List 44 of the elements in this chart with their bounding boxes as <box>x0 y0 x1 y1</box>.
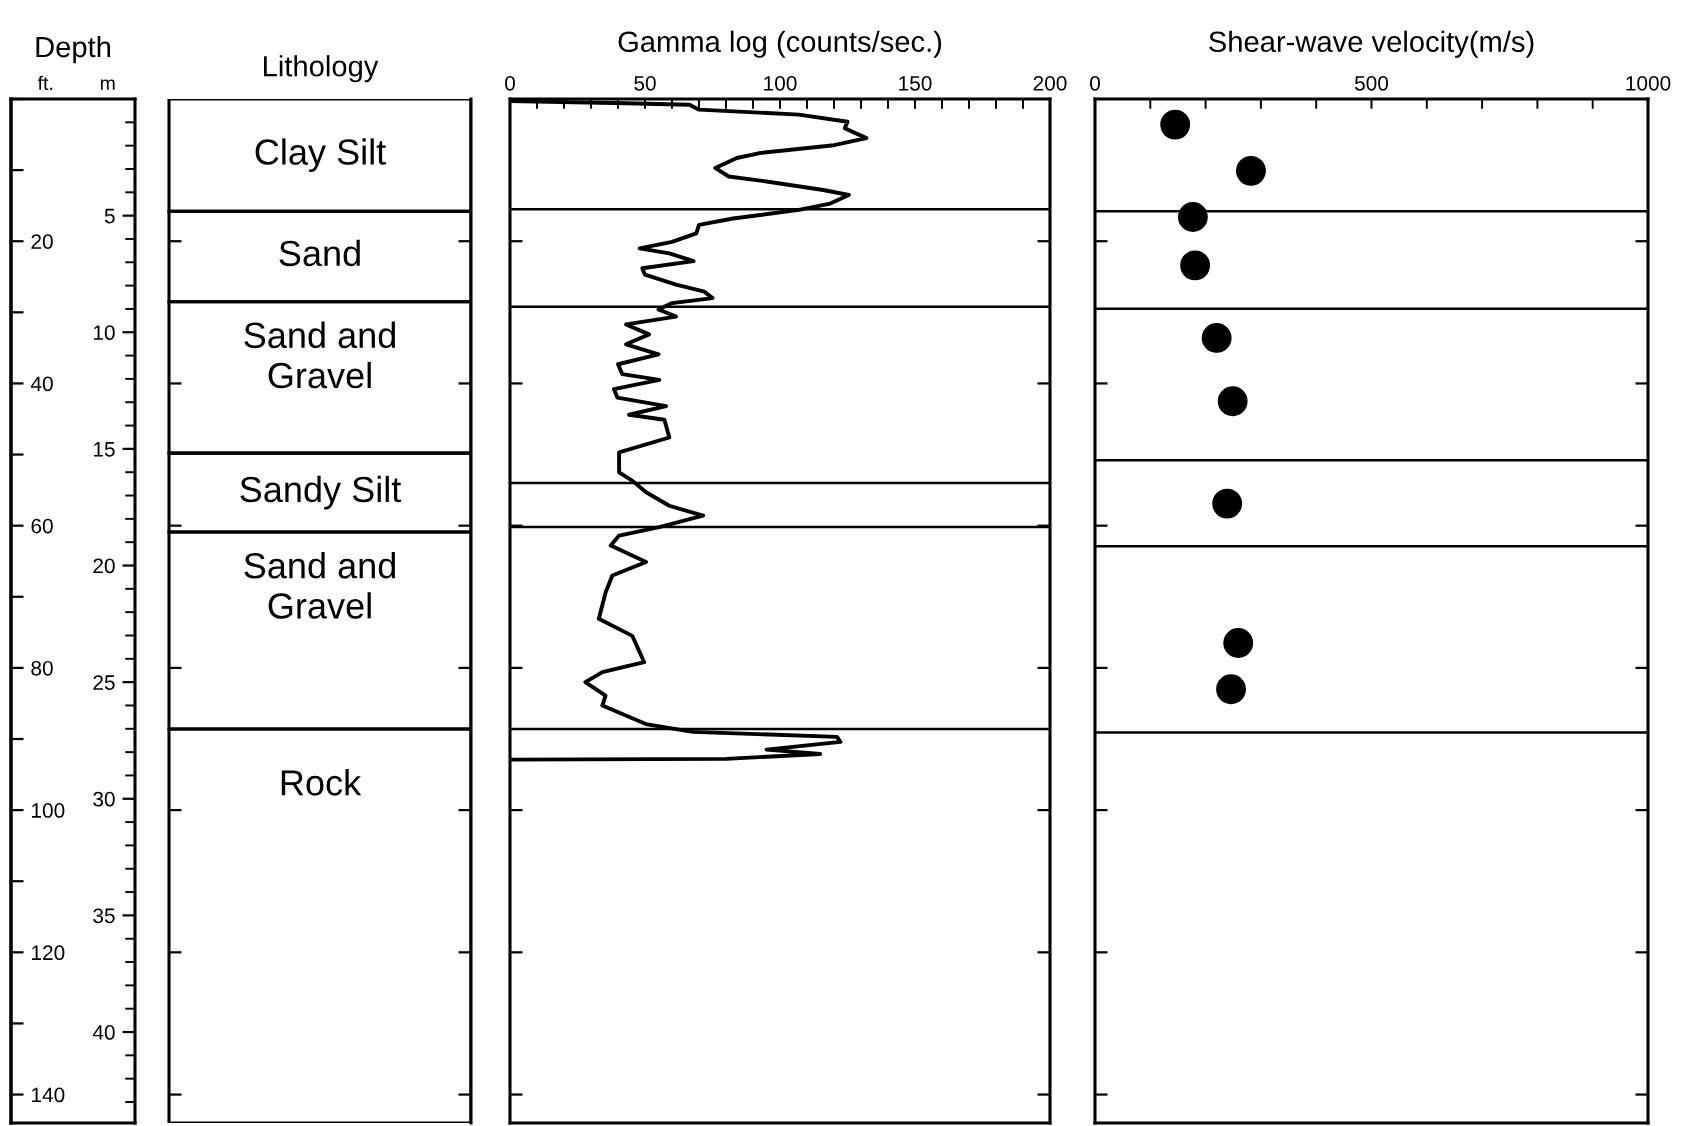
x-tick-label: 200 <box>1033 75 1067 91</box>
y2-axis-title: m <box>100 79 115 90</box>
y-tick-label: 120 <box>32 945 65 961</box>
series-label: Rock <box>281 769 362 796</box>
series-label: Sand and Gravel <box>244 321 395 389</box>
series-label: Clay Silt <box>255 138 386 173</box>
point <box>1217 386 1248 417</box>
y-tick-label: 80 <box>31 660 53 676</box>
point <box>1201 323 1232 353</box>
x-tick-label: 50 <box>634 75 656 91</box>
x-tick-label: Lithology <box>264 55 379 83</box>
y2-tick-label: 35 <box>93 908 115 924</box>
point <box>1177 202 1208 232</box>
point <box>1212 488 1243 519</box>
y2-tick-label: 5 <box>104 208 115 224</box>
series-label: Sand and Gravel <box>244 552 395 619</box>
point <box>1236 155 1266 186</box>
y2-tick-label: 30 <box>93 791 115 807</box>
y-tick-label: 140 <box>32 1087 65 1103</box>
y2-tick-label: 20 <box>93 558 115 574</box>
point <box>1180 250 1211 281</box>
x-tick-label: 500 <box>1354 75 1389 91</box>
chart-title: Shear-wave velocity(m/s) <box>1209 30 1534 58</box>
x-tick-label: 1000 <box>1626 75 1671 91</box>
y-tick-label: 100 <box>32 803 65 818</box>
series-label: Sand <box>279 239 360 267</box>
y-tick-label: 60 <box>31 518 53 534</box>
chart-title: Gamma log (counts/sec.) <box>618 30 942 58</box>
point <box>1216 674 1246 705</box>
x-tick-label: 0 <box>1090 75 1100 91</box>
x-tick-label: 150 <box>899 75 932 91</box>
series-label: Sandy Silt <box>240 475 402 510</box>
text: ft. <box>37 75 53 90</box>
point <box>1223 628 1254 658</box>
y-axis-title: Depth <box>36 35 111 64</box>
point <box>1160 109 1191 140</box>
x-tick-label: 100 <box>764 75 797 91</box>
y-tick-label: 20 <box>31 234 53 249</box>
y-tick-label: 40 <box>30 376 53 392</box>
y2-tick-label: 25 <box>93 675 115 690</box>
x-tick-label: 0 <box>505 75 515 91</box>
y2-tick-label: 40 <box>92 1025 115 1040</box>
y2-tick-label: 15 <box>93 442 115 457</box>
y2-tick-label: 10 <box>93 325 115 341</box>
